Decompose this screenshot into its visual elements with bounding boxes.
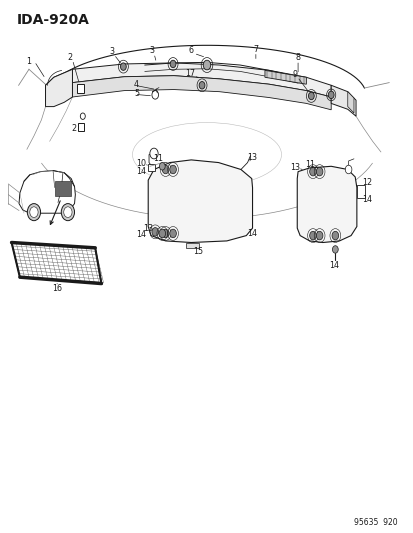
Polygon shape	[356, 185, 364, 198]
Circle shape	[159, 229, 165, 238]
Circle shape	[120, 63, 126, 70]
Text: 6: 6	[188, 46, 193, 55]
Polygon shape	[264, 70, 306, 84]
Text: 7: 7	[253, 45, 258, 53]
Polygon shape	[347, 92, 353, 113]
Text: 13: 13	[289, 164, 299, 172]
Text: 13: 13	[247, 153, 257, 161]
Text: 14: 14	[362, 196, 372, 204]
Text: 2: 2	[67, 53, 72, 61]
Text: 1: 1	[26, 57, 31, 66]
Text: 3: 3	[109, 47, 114, 56]
Text: 9: 9	[292, 70, 297, 79]
Text: 95635  920: 95635 920	[353, 518, 396, 527]
Circle shape	[152, 228, 158, 236]
Text: 14: 14	[246, 229, 256, 238]
Text: 14: 14	[135, 167, 145, 176]
Text: 11: 11	[304, 160, 314, 168]
Text: 3: 3	[150, 46, 154, 55]
Polygon shape	[78, 123, 83, 131]
Polygon shape	[72, 63, 330, 97]
Polygon shape	[19, 171, 75, 213]
Text: 2: 2	[71, 125, 76, 133]
Polygon shape	[77, 84, 83, 93]
Circle shape	[159, 163, 165, 170]
Text: 4: 4	[134, 80, 139, 88]
Circle shape	[30, 207, 38, 217]
Circle shape	[316, 231, 322, 240]
Polygon shape	[72, 76, 330, 110]
Circle shape	[331, 231, 338, 240]
Circle shape	[203, 60, 210, 70]
Polygon shape	[186, 243, 198, 248]
Polygon shape	[148, 164, 154, 171]
Polygon shape	[12, 243, 101, 284]
Circle shape	[328, 91, 333, 99]
Text: 16: 16	[52, 285, 62, 293]
Circle shape	[162, 229, 169, 238]
Text: 8: 8	[295, 53, 300, 62]
Circle shape	[309, 231, 316, 240]
Circle shape	[169, 229, 176, 238]
Text: 10: 10	[135, 159, 145, 168]
Polygon shape	[330, 85, 355, 116]
Circle shape	[199, 82, 204, 89]
Circle shape	[169, 165, 176, 174]
Polygon shape	[297, 166, 356, 243]
Text: 15: 15	[192, 247, 202, 256]
Circle shape	[170, 60, 176, 68]
Circle shape	[61, 204, 74, 221]
Circle shape	[316, 167, 322, 176]
Circle shape	[64, 207, 72, 217]
Circle shape	[150, 148, 158, 159]
Text: 13: 13	[143, 224, 153, 232]
Circle shape	[80, 113, 85, 119]
Text: 17: 17	[185, 69, 195, 78]
Circle shape	[332, 246, 337, 253]
Text: 14: 14	[329, 261, 339, 270]
Text: 11: 11	[153, 155, 163, 163]
Text: 5: 5	[134, 89, 139, 98]
Bar	[55, 181, 71, 196]
Circle shape	[308, 92, 313, 100]
Polygon shape	[45, 69, 72, 107]
Text: 14: 14	[135, 230, 145, 239]
Text: IDA-920A: IDA-920A	[17, 13, 89, 27]
Polygon shape	[45, 69, 72, 101]
Circle shape	[27, 204, 40, 221]
Circle shape	[344, 165, 351, 174]
Circle shape	[162, 165, 169, 174]
Polygon shape	[148, 160, 252, 243]
Circle shape	[309, 167, 316, 176]
Text: 12: 12	[362, 178, 372, 187]
